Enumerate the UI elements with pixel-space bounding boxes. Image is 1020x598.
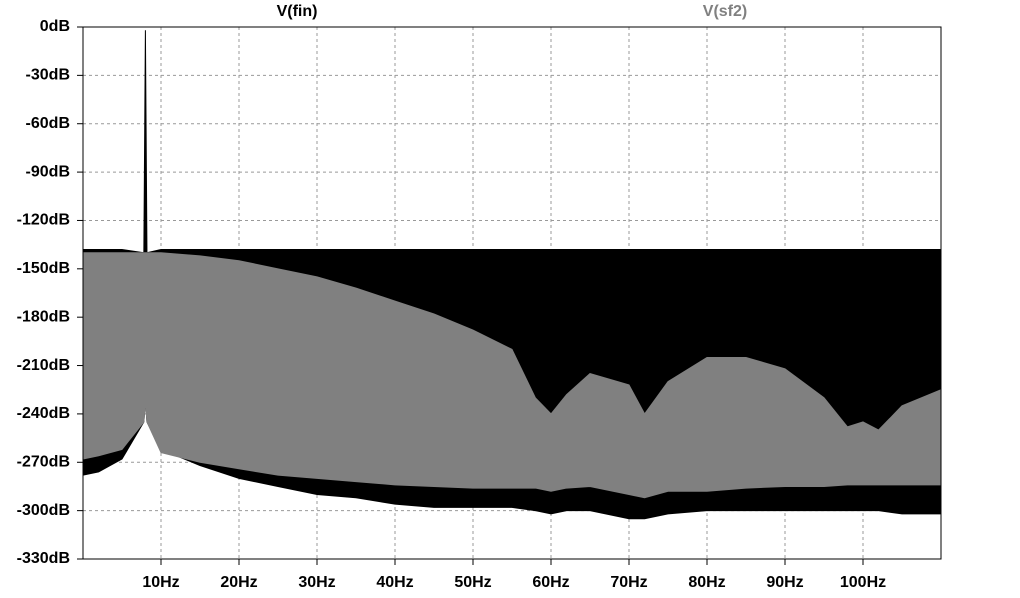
y-tick-label: -60dB xyxy=(26,115,70,132)
x-tick-label: 100Hz xyxy=(840,574,886,591)
x-tick-label: 60Hz xyxy=(532,574,569,591)
y-tick-label: 0dB xyxy=(40,18,70,35)
x-tick-label: 10Hz xyxy=(142,574,179,591)
y-tick-label: -300dB xyxy=(17,502,70,519)
x-tick-label: 50Hz xyxy=(454,574,491,591)
y-tick-label: -210dB xyxy=(17,357,70,374)
y-tick-label: -30dB xyxy=(26,67,70,84)
plot-frame xyxy=(82,26,942,560)
x-tick-label: 90Hz xyxy=(766,574,803,591)
x-tick-label: 70Hz xyxy=(610,574,647,591)
x-tick-label: 80Hz xyxy=(688,574,725,591)
y-tick-label: -330dB xyxy=(17,550,70,567)
y-tick-label: -120dB xyxy=(17,212,70,229)
y-tick-label: -150dB xyxy=(17,260,70,277)
x-tick-label: 30Hz xyxy=(298,574,335,591)
y-tick-label: -180dB xyxy=(17,308,70,325)
legend-label: V(sf2) xyxy=(703,3,747,20)
y-tick-label: -270dB xyxy=(17,453,70,470)
y-tick-label: -90dB xyxy=(26,163,70,180)
legend-label: V(fin) xyxy=(277,3,318,20)
y-tick-label: -240dB xyxy=(17,405,70,422)
x-tick-label: 40Hz xyxy=(376,574,413,591)
x-tick-label: 20Hz xyxy=(220,574,257,591)
